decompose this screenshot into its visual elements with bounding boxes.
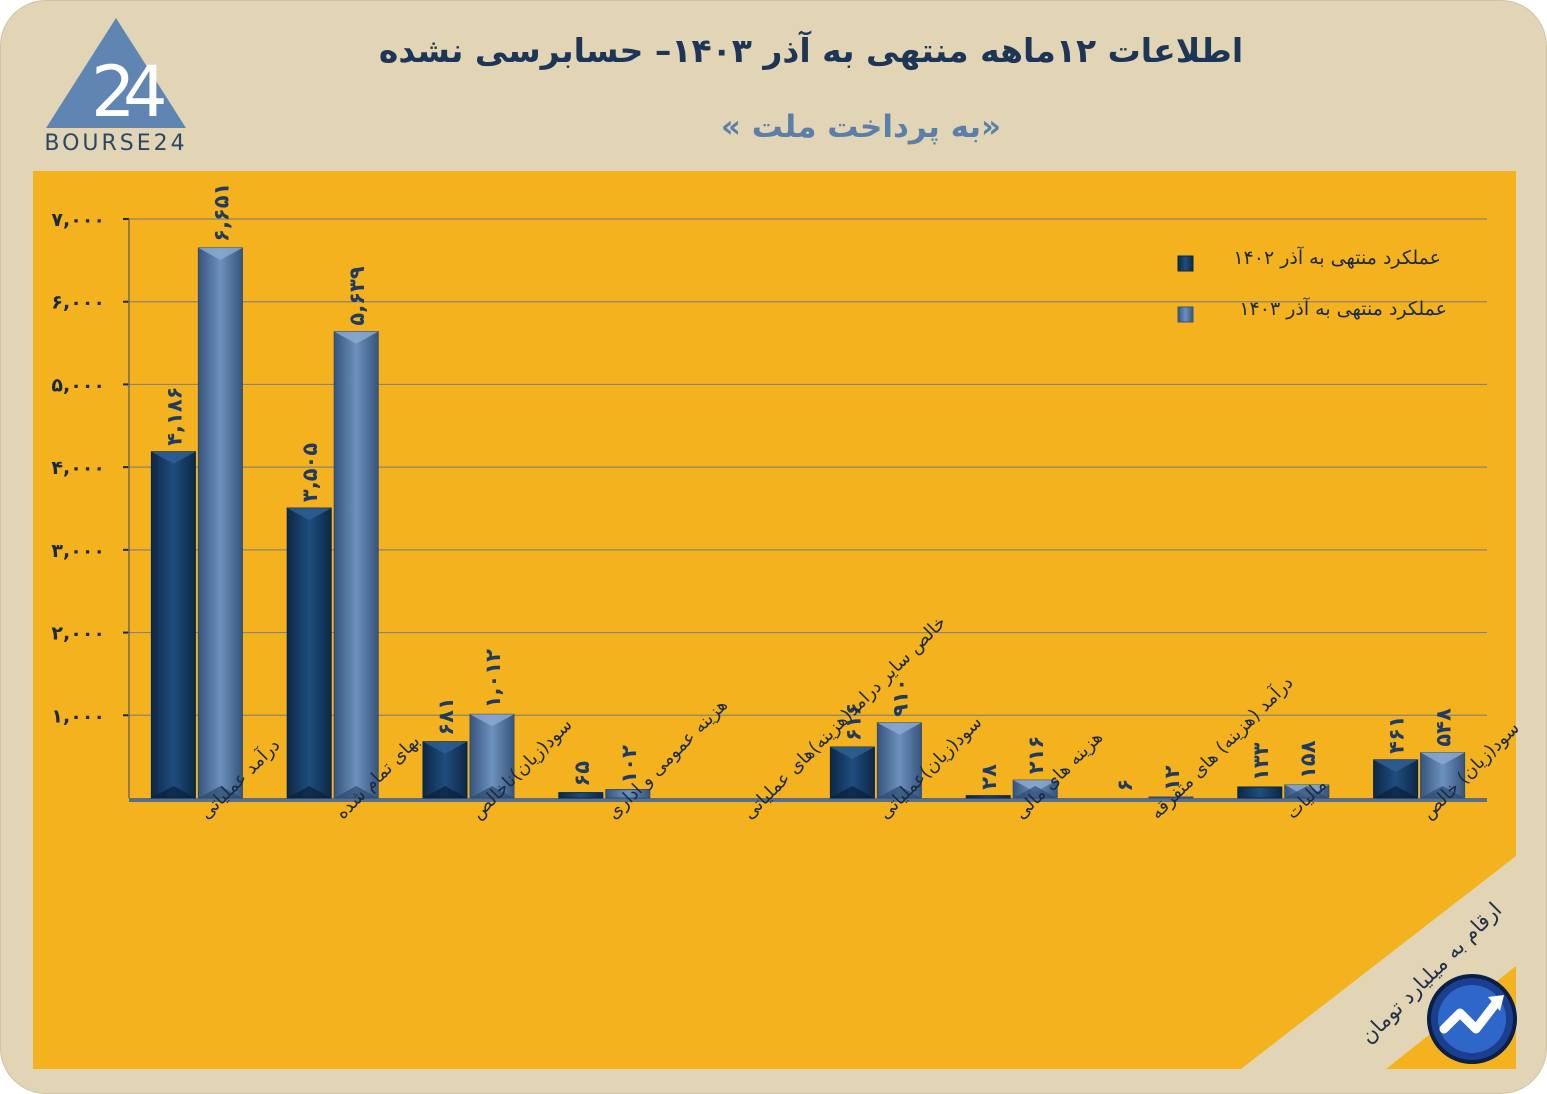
bar-1-7 [1148, 796, 1194, 799]
legend-label-1402: عملکرد منتهی به آذر ۱۴۰۲ [1233, 247, 1441, 269]
bar-base [1420, 786, 1465, 798]
bar-base [830, 786, 875, 798]
y-tick-label: ۲,۰۰۰ [51, 623, 105, 645]
data-label: ۱۵۸ [1296, 740, 1320, 779]
bar-base [287, 786, 332, 798]
bar-0-8 [1237, 786, 1283, 799]
brand-name: BOURSE24 [44, 131, 188, 156]
data-label: ۶۵ [570, 761, 594, 787]
bar-0-1 [286, 507, 332, 799]
bar-cap [423, 741, 467, 754]
y-tick-label: ۶,۰۰۰ [51, 292, 105, 314]
bar-1-1 [333, 331, 379, 799]
page-title: اطلاعات ۱۲ماهه منتهی به آذر ۱۴۰۳– حسابرس… [378, 31, 1244, 70]
data-label: ۶,۶۵۱ [209, 183, 233, 242]
bourse24-logo: 2 4 [46, 18, 186, 133]
bar-base [423, 786, 467, 798]
data-label: ۱۲ [1160, 765, 1184, 791]
data-label: ۵,۶۳۹ [345, 266, 369, 325]
bar-cap [151, 451, 196, 464]
data-label: ۳,۵۰۵ [298, 443, 322, 502]
data-label: ۲۸ [977, 764, 1001, 790]
bar-cap [877, 722, 922, 735]
bar-base [151, 786, 196, 798]
bar-base [334, 786, 379, 798]
bar-cap [1373, 759, 1418, 772]
data-label: ۶۱۶ [841, 703, 865, 741]
bar-base [1373, 786, 1418, 798]
y-tick-label: ۳,۰۰۰ [51, 540, 105, 562]
data-label: ۶۸۱ [434, 697, 458, 735]
bar-cap [470, 714, 514, 727]
svg-text:4: 4 [123, 51, 168, 133]
bar-cap [830, 747, 875, 760]
chart-panel [33, 171, 1516, 1069]
bar-0-0 [150, 451, 196, 799]
bar-base [877, 786, 922, 798]
bar-1-3 [605, 789, 651, 799]
data-label: ۶ [1113, 779, 1137, 792]
svg-text:2: 2 [91, 51, 136, 133]
bar-cap [1420, 752, 1465, 765]
bar-base [1284, 786, 1329, 798]
bar-base [470, 786, 514, 798]
y-tick-label: ۷,۰۰۰ [51, 209, 105, 231]
data-label: ۱۰۲ [617, 745, 641, 784]
bar-1-2 [469, 713, 515, 799]
bar-1-5 [876, 722, 922, 799]
legend-label-1403: عملکرد منتهی به آذر ۱۴۰۳ [1239, 298, 1447, 320]
data-label: ۱۳۳ [1249, 742, 1273, 781]
growth-arrow-icon [1427, 974, 1517, 1064]
bar-1-0 [197, 247, 243, 799]
bar-base [198, 786, 243, 798]
y-tick-label: ۱,۰۰۰ [51, 705, 105, 727]
y-tick-label: ۴,۰۰۰ [51, 457, 105, 479]
legend-swatch-1403 [1177, 306, 1194, 323]
data-label: ۴,۱۸۶ [162, 387, 186, 446]
page-subtitle: «به پرداخت ملت » [720, 109, 1002, 145]
x-axis [129, 798, 1487, 802]
bar-cap [334, 331, 379, 344]
data-label: ۴۶۱ [1385, 715, 1409, 753]
data-label: ۵۴۸ [1432, 708, 1456, 747]
bar-cap [198, 247, 243, 260]
bar-0-3 [558, 792, 604, 799]
data-label: ۱,۰۱۲ [481, 649, 505, 708]
y-tick-label: ۵,۰۰۰ [51, 374, 105, 396]
legend-swatch-1402 [1177, 255, 1194, 272]
bar-0-6 [965, 795, 1011, 799]
data-label: ۲۱۶ [1024, 736, 1048, 774]
bar-cap [287, 508, 332, 521]
data-label: ۹۱۰ [888, 678, 912, 716]
bar-base [1013, 786, 1058, 798]
